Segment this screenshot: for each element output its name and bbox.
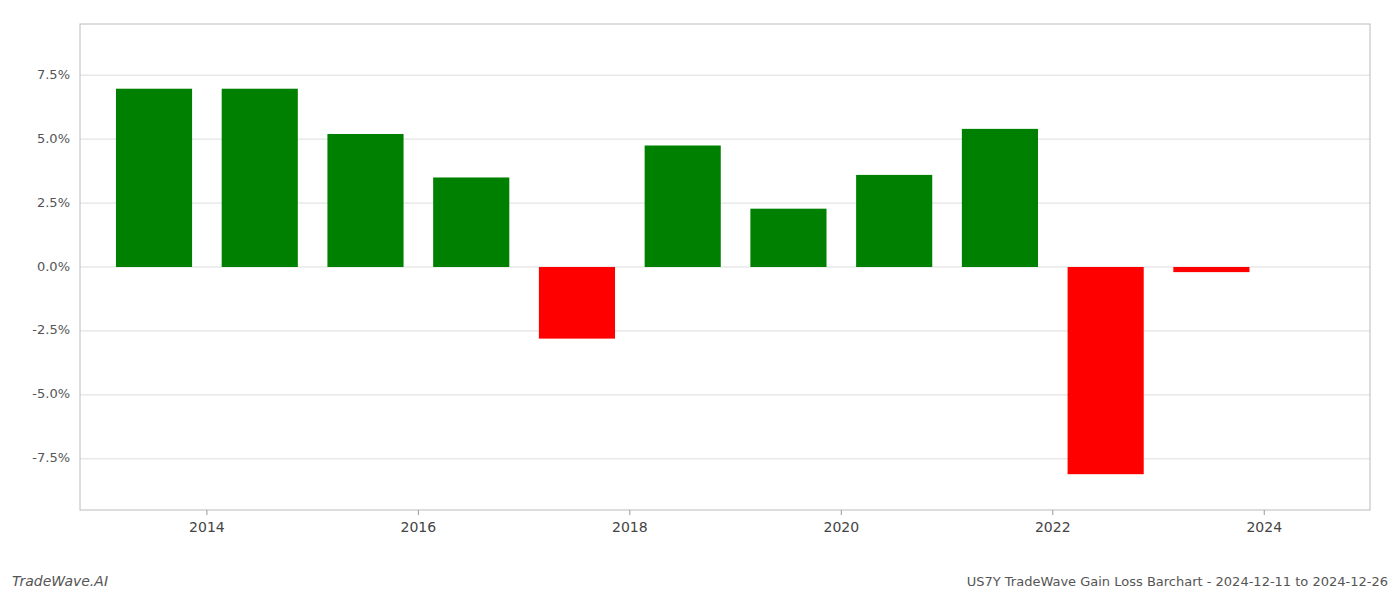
x-tick-label: 2018: [612, 519, 648, 535]
bar: [1068, 267, 1144, 474]
y-tick-label: -7.5%: [32, 450, 70, 465]
bar: [750, 209, 826, 267]
y-tick-label: -5.0%: [32, 386, 70, 401]
bars: [116, 89, 1250, 474]
x-tick: [841, 510, 842, 515]
y-tick-label: 0.0%: [37, 259, 70, 274]
x-axis: 2014 2016 2018 2020 2022 2024: [189, 510, 1282, 535]
x-tick-label: 2020: [823, 519, 859, 535]
x-tick: [629, 510, 630, 515]
x-tick-label: 2024: [1246, 519, 1282, 535]
x-tick-label: 2016: [401, 519, 437, 535]
bar: [962, 129, 1038, 267]
x-tick: [206, 510, 207, 515]
y-grid: [80, 75, 1370, 459]
bar: [433, 177, 509, 267]
y-tick-label: 2.5%: [37, 195, 70, 210]
footer-right: US7Y TradeWave Gain Loss Barchart - 2024…: [967, 574, 1388, 589]
chart-container: -7.5%-5.0%-2.5%0.0%2.5%5.0%7.5%201420162…: [0, 0, 1400, 600]
x-tick: [1264, 510, 1265, 515]
x-tick: [1052, 510, 1053, 515]
y-tick-label: 5.0%: [37, 131, 70, 146]
bar: [222, 89, 298, 267]
footer-left: TradeWave.AI: [12, 573, 108, 589]
y-tick-label: 7.5%: [37, 67, 70, 82]
grid-line: [80, 75, 1370, 76]
x-tick-label: 2014: [189, 519, 225, 535]
bar: [539, 267, 615, 339]
y-tick-label: -2.5%: [32, 322, 70, 337]
bar: [856, 175, 932, 267]
chart-svg: -7.5%-5.0%-2.5%0.0%2.5%5.0%7.5%201420162…: [0, 0, 1400, 600]
x-tick: [418, 510, 419, 515]
grid-line: [80, 330, 1370, 331]
x-tick-label: 2022: [1035, 519, 1071, 535]
grid-line: [80, 394, 1370, 395]
bar: [327, 134, 403, 267]
plot-frame: [80, 24, 1370, 510]
bar: [116, 89, 192, 267]
bar: [645, 146, 721, 268]
bar: [1173, 267, 1249, 272]
grid-line: [80, 458, 1370, 459]
y-tick-labels: -7.5% -5.0% -2.5% 0.0% 2.5% 5.0% 7.5%: [32, 67, 70, 466]
